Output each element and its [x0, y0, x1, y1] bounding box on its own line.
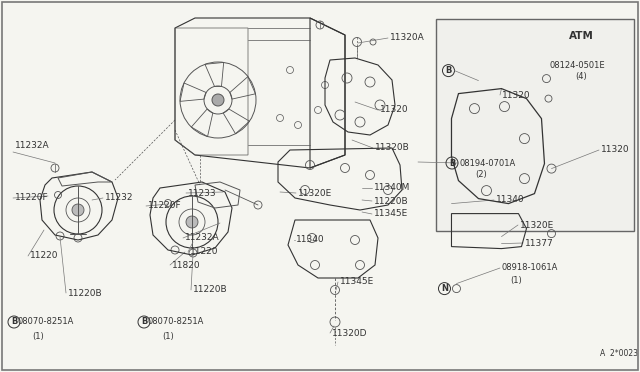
Text: 11232A: 11232A	[185, 234, 220, 243]
Text: B: B	[11, 317, 17, 327]
Bar	[436, 19, 634, 231]
Text: 08070-8251A: 08070-8251A	[148, 317, 204, 327]
Text: 11820: 11820	[172, 260, 200, 269]
Text: 11340: 11340	[496, 196, 525, 205]
Text: A  2*0023: A 2*0023	[600, 349, 638, 357]
Text: 11220: 11220	[190, 247, 218, 257]
Text: 11320A: 11320A	[390, 33, 425, 42]
Text: 11320: 11320	[601, 145, 630, 154]
Text: 11320D: 11320D	[332, 328, 367, 337]
Text: (1): (1)	[162, 331, 173, 340]
Text: 11233: 11233	[188, 189, 216, 198]
Text: 08124-0501E: 08124-0501E	[549, 61, 605, 70]
Text: 11345E: 11345E	[374, 209, 408, 218]
Text: 11345E: 11345E	[340, 278, 374, 286]
Text: 11340M: 11340M	[374, 183, 410, 192]
Text: 11232A: 11232A	[15, 141, 50, 150]
Text: 11320: 11320	[380, 106, 408, 115]
Text: 08918-1061A: 08918-1061A	[502, 263, 558, 273]
Text: 11320: 11320	[502, 90, 531, 99]
Text: 11220B: 11220B	[68, 289, 102, 298]
Circle shape	[186, 216, 198, 228]
Circle shape	[212, 94, 224, 106]
Text: (2): (2)	[475, 170, 487, 180]
Text: B: B	[449, 158, 455, 167]
Text: 11232: 11232	[105, 193, 134, 202]
Text: 11377: 11377	[525, 238, 554, 247]
Text: B: B	[141, 317, 147, 327]
Text: 11220: 11220	[30, 251, 58, 260]
Text: 11220F: 11220F	[148, 202, 182, 211]
Text: 11220F: 11220F	[15, 193, 49, 202]
Text: 08070-8251A: 08070-8251A	[18, 317, 74, 327]
Text: 11340: 11340	[296, 235, 324, 244]
Text: ATM: ATM	[569, 31, 594, 41]
Text: 11220B: 11220B	[193, 285, 228, 295]
Text: B: B	[445, 66, 452, 75]
Text: (1): (1)	[32, 331, 44, 340]
Text: 11320E: 11320E	[298, 189, 332, 198]
Text: (4): (4)	[575, 73, 587, 81]
Text: (1): (1)	[510, 276, 522, 285]
Circle shape	[72, 204, 84, 216]
Text: 11220B: 11220B	[374, 196, 408, 205]
Text: N: N	[441, 284, 448, 293]
Text: 11320E: 11320E	[520, 221, 554, 230]
Text: 08194-0701A: 08194-0701A	[460, 158, 516, 167]
Text: 11320B: 11320B	[375, 144, 410, 153]
